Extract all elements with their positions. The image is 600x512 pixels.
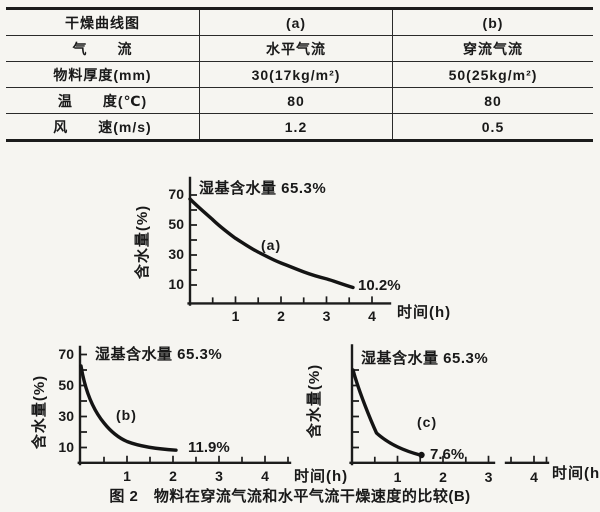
- table-cell: (a): [199, 8, 393, 36]
- table-row: 气 流 水平气流 穿流气流: [6, 35, 593, 62]
- x-tick-label: 2: [169, 468, 177, 484]
- figure-caption: 图 2 物料在穿流气流和水平气流干燥速度的比较(B): [109, 487, 470, 505]
- x-tick-label: 3: [485, 469, 493, 485]
- table-cell: 水平气流: [199, 35, 393, 62]
- x-tick-label: 4: [530, 469, 538, 485]
- x-tick-label: 1: [394, 469, 402, 485]
- table-cell: 30(17kg/m²): [199, 61, 393, 88]
- table-cell: 50(25kg/m²): [392, 61, 593, 88]
- table-row: 温 度(℃) 80 80: [6, 87, 593, 114]
- table-cell: 80: [392, 87, 593, 114]
- table-cell: (b): [392, 8, 593, 36]
- table-cell: 干燥曲线图: [6, 8, 200, 36]
- table-row: 风 速(m/s) 1.2 0.5: [6, 113, 593, 141]
- x-axis-label: 时间(h): [397, 303, 451, 321]
- y-ticks: [80, 353, 87, 449]
- x-ticks: [211, 296, 373, 304]
- table-cell: 0.5: [481, 118, 505, 135]
- table-cell: 风 速(m/s): [6, 113, 200, 141]
- curve-c: [351, 368, 422, 457]
- chart-a: 70 50 30 10 1 2 3 4 湿基含水量 65.3% (a) 10.2…: [133, 176, 451, 324]
- table-cell: 1.2: [199, 113, 393, 141]
- table-cell: 温 度(℃): [6, 87, 200, 114]
- x-tick-label: 1: [232, 308, 240, 324]
- final-moisture-label: 10.2%: [358, 277, 401, 294]
- x-tick-label: 3: [215, 468, 223, 484]
- table-cell: 穿流气流: [392, 35, 593, 62]
- drying-parameters-table: 干燥曲线图 (a) (b) 气 流 水平气流 穿流气流 物料厚度(mm) 30(…: [6, 7, 593, 142]
- y-tick-label: 50: [58, 377, 74, 393]
- x-ticks: [103, 455, 289, 463]
- curve-label: (b): [116, 407, 137, 423]
- chart-c: 1 2 3 4 湿基含水量 65.3% (c) 7.6% 时间(h) 含水量(%…: [305, 344, 600, 485]
- y-tick-label: 50: [168, 216, 184, 232]
- x-axis-label: 时间(h): [294, 467, 348, 485]
- curve-label: (a): [261, 237, 281, 253]
- x-tick-label: 3: [323, 308, 331, 324]
- table-row: 物料厚度(mm) 30(17kg/m²) 50(25kg/m²): [6, 61, 593, 88]
- y-tick-label: 70: [168, 186, 184, 202]
- x-tick-label: 4: [261, 468, 269, 484]
- table-cell: 物料厚度(mm): [6, 61, 200, 88]
- y-tick-label: 10: [58, 439, 74, 455]
- y-tick-label: 70: [58, 346, 74, 362]
- table-cell: 气 流: [6, 35, 200, 62]
- chart-b: 70 50 30 10 1 2 3 4 湿基含水量 65.3% (b) 11.9…: [30, 345, 348, 485]
- final-moisture-label: 7.6%: [430, 446, 464, 463]
- y-axis-label: 含水量(%): [133, 205, 151, 279]
- curve-a: [188, 197, 355, 290]
- curve-b: [79, 364, 178, 452]
- y-ticks: [352, 369, 359, 449]
- table-cell: 80: [199, 87, 393, 114]
- final-moisture-label: 11.9%: [188, 439, 230, 456]
- curve-label: (c): [417, 414, 437, 430]
- table-row: 干燥曲线图 (a) (b): [6, 8, 593, 36]
- y-tick-label: 30: [168, 246, 184, 262]
- y-axis-label: 含水量(%): [305, 364, 323, 438]
- y-tick-label: 30: [58, 408, 74, 424]
- initial-moisture-annotation: 湿基含水量 65.3%: [95, 345, 222, 363]
- curve-endpoint-dot: [418, 451, 425, 459]
- initial-moisture-annotation: 湿基含水量 65.3%: [361, 349, 488, 367]
- x-ticks: [373, 455, 548, 463]
- x-tick-label: 4: [368, 308, 376, 324]
- y-axis-label: 含水量(%): [30, 375, 48, 449]
- x-tick-label: 2: [277, 308, 285, 324]
- x-axis-label: 时间(h): [552, 464, 600, 482]
- y-ticks: [190, 194, 197, 286]
- x-tick-label: 1: [123, 468, 131, 484]
- x-tick-label: 2: [439, 469, 447, 485]
- y-tick-label: 10: [168, 276, 184, 292]
- initial-moisture-annotation: 湿基含水量 65.3%: [199, 179, 326, 197]
